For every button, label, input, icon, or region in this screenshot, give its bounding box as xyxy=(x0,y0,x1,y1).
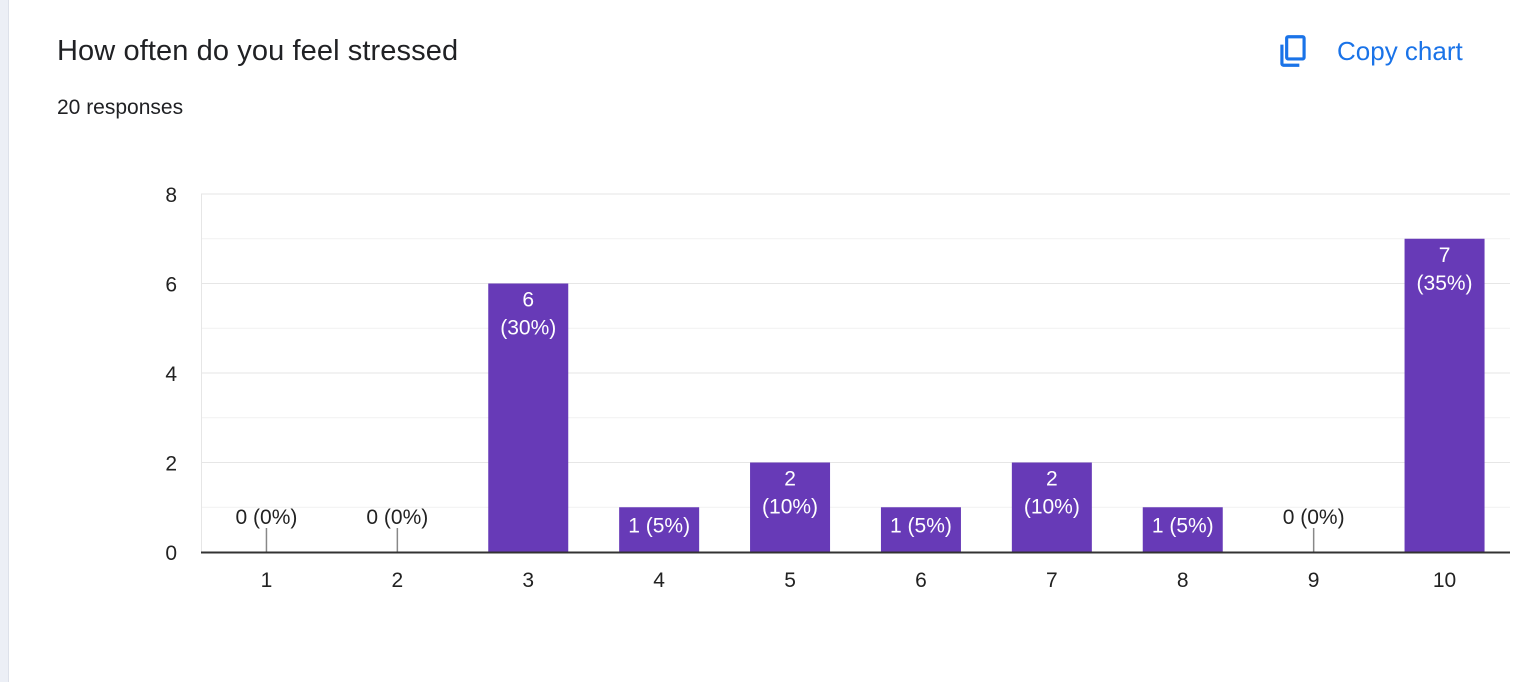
data-label-line: 6 xyxy=(522,289,534,312)
data-label-line: (35%) xyxy=(1417,272,1473,295)
left-rail xyxy=(0,0,9,682)
data-label: 2 (10%) xyxy=(762,468,818,519)
x-tick-label: 2 xyxy=(392,569,404,592)
y-tick-label: 0 xyxy=(165,542,177,565)
x-tick-label: 8 xyxy=(1177,569,1189,592)
copy-chart-label: Copy chart xyxy=(1337,35,1463,66)
bar xyxy=(619,507,700,552)
bar-chart: 0 2 4 6 8 0 (0%) 1 0 (0%) 2 6 (30%) 3 1 (5%) 4 2 (10%) 5… xyxy=(165,184,1510,592)
data-label: 2 (10%) xyxy=(1024,468,1080,519)
data-label: 1 (5%) xyxy=(1152,514,1214,537)
bar xyxy=(750,462,831,552)
x-tick-label: 6 xyxy=(915,569,927,592)
data-label: 1 (5%) xyxy=(628,514,690,537)
x-tick-label: 9 xyxy=(1308,569,1320,592)
chart-title: How often do you feel stressed xyxy=(57,35,459,67)
data-label-line: 2 xyxy=(1046,468,1058,491)
data-label: 0 (0%) xyxy=(236,506,298,529)
x-tick-label: 1 xyxy=(261,569,273,592)
data-label-line: (30%) xyxy=(500,317,556,340)
copy-icon xyxy=(1271,29,1315,73)
data-label-line: 7 xyxy=(1439,244,1451,267)
data-label: 6 (30%) xyxy=(500,289,556,340)
data-label-line: (10%) xyxy=(1024,496,1080,519)
bar xyxy=(880,507,961,552)
x-tick-label: 5 xyxy=(784,569,796,592)
data-label: 1 (5%) xyxy=(890,514,952,537)
data-label: 0 (0%) xyxy=(366,506,428,529)
bar xyxy=(1011,462,1092,552)
plot-area: 0 2 4 6 8 0 (0%) 1 0 (0%) 2 6 (30%) 3 1 (5%) 4 2 (10%) 5… xyxy=(165,184,1510,592)
x-tick-label: 4 xyxy=(653,569,665,592)
y-tick-label: 2 xyxy=(165,453,177,476)
data-label-line: (10%) xyxy=(762,496,818,519)
y-tick-label: 6 xyxy=(165,274,177,297)
bar xyxy=(488,283,569,552)
x-tick-label: 3 xyxy=(522,569,534,592)
chart-card: How often do you feel stressed 20 respon… xyxy=(9,0,1536,682)
bar xyxy=(1142,507,1223,552)
x-tick-label: 7 xyxy=(1046,569,1058,592)
x-tick-label: 10 xyxy=(1433,569,1456,592)
response-count: 20 responses xyxy=(57,96,184,119)
y-tick-label: 8 xyxy=(165,184,177,207)
bar xyxy=(1404,238,1485,552)
data-label: 7 (35%) xyxy=(1417,244,1473,295)
data-label-line: 2 xyxy=(784,468,796,491)
copy-chart-button[interactable]: Copy chart xyxy=(1271,28,1463,74)
y-tick-label: 4 xyxy=(165,363,177,386)
data-label: 0 (0%) xyxy=(1283,506,1345,529)
